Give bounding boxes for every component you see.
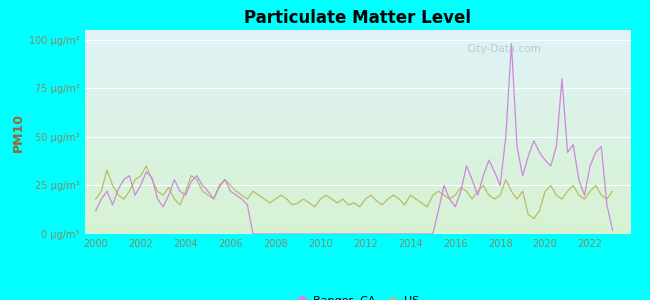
Title: Particulate Matter Level: Particulate Matter Level [244, 9, 471, 27]
Legend: Bangor, CA, US: Bangor, CA, US [291, 291, 424, 300]
Text: City-Data.com: City-Data.com [467, 44, 541, 54]
Y-axis label: PM10: PM10 [12, 112, 25, 152]
